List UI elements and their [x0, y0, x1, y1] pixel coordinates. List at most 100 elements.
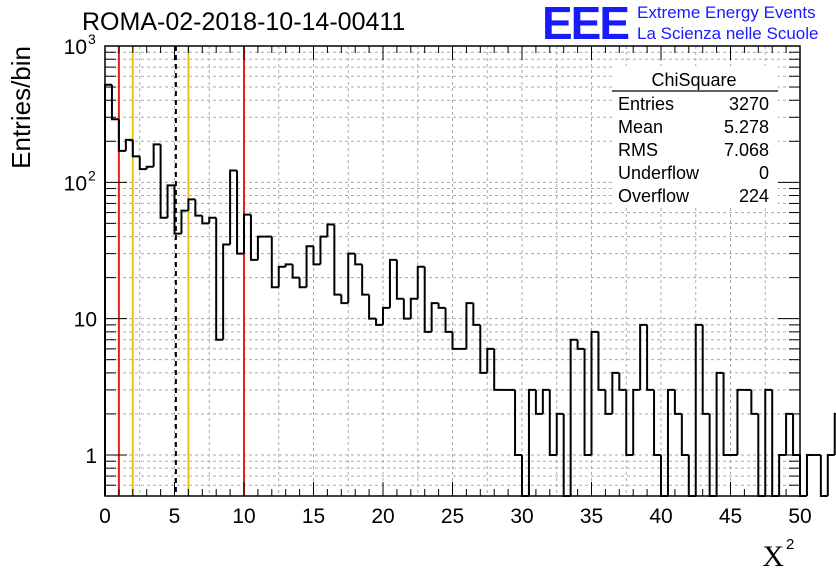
histogram-bin [110, 84, 119, 121]
histogram-bin [653, 389, 661, 456]
histogram-bin [465, 302, 474, 349]
histogram-bin [208, 216, 217, 224]
histogram-bin [722, 372, 731, 456]
histogram-bin [201, 215, 210, 225]
histogram-bin [639, 323, 648, 390]
x-tick-label: 30 [510, 505, 533, 528]
histogram-bin [124, 138, 133, 151]
histogram-bin [555, 412, 564, 455]
histogram-bin [701, 324, 710, 415]
histogram-bin [576, 339, 585, 350]
histogram-bin [799, 454, 807, 497]
histogram-bin [792, 413, 800, 456]
histogram-bin [514, 389, 522, 456]
stats-label: Overflow [618, 186, 690, 206]
histogram-bin [583, 348, 592, 456]
stats-label: RMS [618, 140, 658, 160]
histogram-bin [298, 277, 307, 289]
histogram-bin [333, 224, 342, 296]
histogram-bin [597, 331, 606, 391]
x-tick-label: 50 [788, 505, 811, 528]
histogram-bin [145, 165, 154, 170]
histogram-bin [618, 372, 627, 391]
logo-line-2: La Scienza nelle Scuole [637, 24, 819, 43]
x-tick-label: 0 [99, 505, 111, 528]
stats-label: Entries [618, 94, 674, 114]
x-axis-label: X [762, 540, 784, 572]
histogram-bin [256, 235, 265, 260]
stats-value: 0 [759, 163, 769, 183]
histogram-bin [340, 294, 349, 305]
eee-logo: EEE Extreme Energy Events La Scienza nel… [542, 0, 832, 49]
x-tick-label: 45 [719, 505, 742, 528]
histogram-bin [611, 371, 620, 414]
x-tick-label: 40 [649, 505, 672, 528]
histogram-bin [764, 388, 773, 496]
histogram-bin [319, 235, 328, 265]
histogram-bin [527, 388, 536, 496]
y-tick-label: 10 [74, 309, 97, 332]
histogram-bin [569, 338, 578, 496]
histogram-bin [826, 453, 835, 496]
stats-value: 224 [739, 186, 769, 206]
histogram-bin [694, 323, 703, 496]
histogram-bin [166, 184, 175, 218]
x-tick-label: 25 [441, 505, 464, 528]
histogram-bin [444, 307, 453, 333]
histogram-bin [548, 389, 557, 456]
histogram-bin [194, 199, 203, 217]
histogram-bin [409, 297, 418, 319]
stats-value: 5.278 [724, 117, 769, 137]
stats-box [612, 66, 778, 208]
histogram-bin [423, 266, 432, 333]
stats-value: 3270 [729, 94, 769, 114]
y-tick-label-exponent: 2 [88, 167, 96, 183]
stats-box-title: ChiSquare [651, 70, 736, 90]
logo-line-1: Extreme Energy Events [637, 3, 816, 22]
x-tick-label: 5 [169, 505, 181, 528]
histogram-bin [715, 371, 724, 496]
histogram-bin [284, 263, 293, 267]
histogram-bin [104, 83, 112, 496]
histogram-bin [785, 412, 794, 455]
histogram-bin [354, 253, 363, 266]
histogram-bin [437, 303, 446, 309]
histogram-bin [680, 413, 689, 456]
histogram-bin [416, 265, 425, 299]
histogram-bin [138, 156, 147, 171]
histogram-bin [368, 294, 377, 320]
histogram-bin [451, 331, 460, 350]
histogram-bin [347, 252, 356, 304]
histogram-bin [534, 389, 543, 415]
histogram-bin [382, 306, 390, 325]
histogram-bin [833, 412, 836, 455]
histogram-bin [750, 389, 759, 415]
histogram-bin [402, 298, 411, 320]
histogram-bin [736, 388, 745, 455]
histogram-bin [625, 389, 634, 456]
histogram-bin [131, 139, 140, 158]
histogram-bin [590, 330, 599, 455]
histogram-bin [222, 243, 231, 340]
stats-label: Underflow [618, 163, 700, 183]
histogram-bin [291, 264, 300, 279]
histogram-bin [666, 388, 675, 496]
histogram-bin [430, 302, 439, 332]
histogram-bin [673, 389, 682, 415]
histogram-bin [173, 185, 182, 235]
histogram-bin [388, 258, 397, 308]
histogram-bin [229, 169, 238, 245]
histogram-bin [277, 265, 286, 288]
y-tick-label: 10 [64, 172, 87, 195]
stats-label: Mean [618, 117, 663, 137]
histogram-bin [152, 143, 161, 167]
histogram-bin [215, 217, 224, 341]
histogram-bin [305, 245, 314, 288]
stats-value: 7.068 [724, 140, 769, 160]
histogram-bin [270, 236, 279, 289]
histogram-bin [479, 324, 488, 374]
chart-title: ROMA-02-2018-10-14-00411 [82, 8, 406, 36]
y-tick-label: 1 [85, 445, 97, 468]
